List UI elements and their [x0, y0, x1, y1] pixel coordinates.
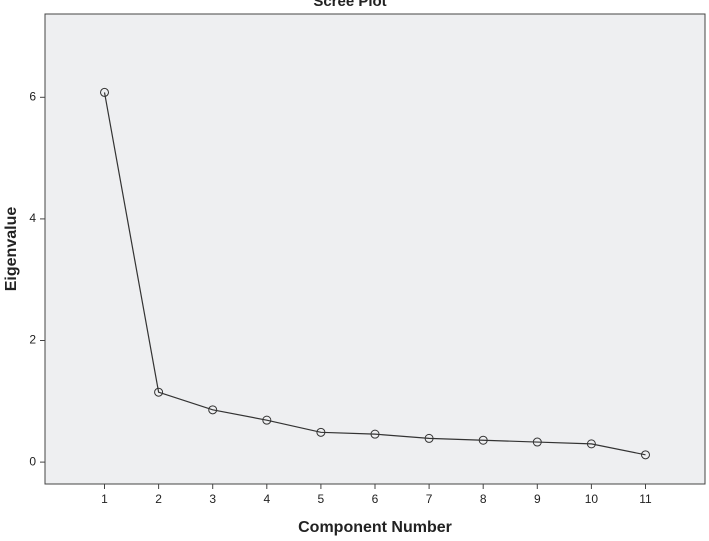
data-point [640, 450, 650, 460]
x-tick-label: 3 [209, 492, 216, 506]
x-tick-label: 11 [639, 492, 652, 506]
x-tick-label: 6 [372, 492, 379, 506]
y-tick-label: 4 [29, 211, 36, 225]
x-axis-label: Component Number [298, 519, 452, 536]
x-tick-label: 9 [534, 492, 541, 506]
data-point [478, 435, 488, 445]
x-tick-label: 5 [318, 492, 325, 506]
x-tick-label: 1 [101, 492, 108, 506]
data-point [586, 439, 596, 449]
data-point [370, 429, 380, 439]
data-point [208, 405, 218, 415]
data-point [316, 427, 326, 437]
chart-title: Scree Plot [313, 0, 386, 10]
series-line [103, 92, 646, 456]
x-tick-label: 8 [480, 492, 487, 506]
data-point [262, 415, 272, 425]
y-tick-label: 0 [29, 454, 36, 468]
y-axis-label: Eigenvalue [3, 207, 20, 292]
x-tick-label: 7 [426, 492, 433, 506]
x-tick-label: 4 [263, 492, 270, 506]
y-tick-label: 6 [29, 89, 36, 103]
x-tick-label: 10 [585, 492, 599, 506]
data-point [424, 433, 434, 443]
y-tick-label: 2 [29, 333, 36, 347]
data-point [100, 87, 110, 97]
x-tick-label: 2 [155, 492, 162, 506]
data-point [154, 387, 164, 397]
plot-area [44, 13, 706, 485]
data-point [532, 437, 542, 447]
